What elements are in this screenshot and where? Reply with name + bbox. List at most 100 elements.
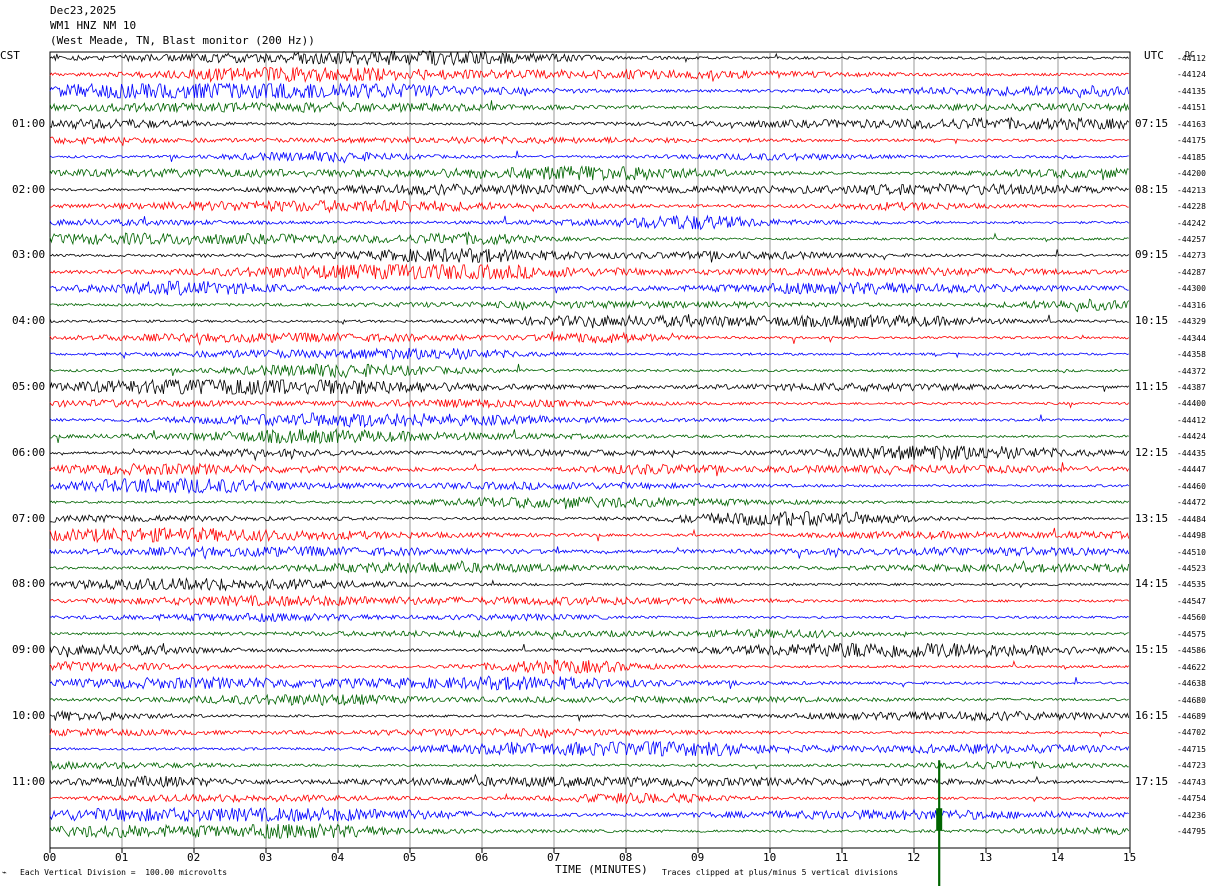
dc-value-label: -44638 [1177,679,1206,689]
dc-value-label: -44575 [1177,629,1206,639]
dc-value-label: -44510 [1177,547,1206,557]
x-tick-label: 07 [547,851,561,864]
left-hour-label: 02:00 [12,182,46,196]
seismic-trace [50,247,1129,263]
x-tick-label: 13 [979,851,993,864]
scale-note: Each Vertical Division = 100.00 microvol… [20,868,228,877]
seismic-trace [49,231,1129,246]
seismic-trace [49,496,1129,510]
left-hour-label: 05:00 [12,380,46,393]
left-hour-label: 04:00 [12,314,46,328]
x-tick-label: 00 [43,851,57,864]
seismic-trace [49,477,1129,495]
dc-label: DC [1185,50,1195,59]
seismic-trace [49,150,1129,164]
plot-station: WM1 HNZ NM 10 [50,19,137,32]
x-tick-label: 14 [1051,851,1065,864]
x-tick-label: 15 [1123,851,1137,864]
right-hour-label: 10:15 [1135,314,1169,328]
dc-value-label: -44273 [1177,251,1206,261]
left-hour-label: 01:00 [12,116,46,130]
dc-value-label: -44287 [1177,267,1206,277]
dc-value-label: -44424 [1177,432,1206,442]
right-hour-label: 07:15 [1135,116,1169,130]
dc-value-label: -44472 [1177,498,1206,508]
dc-value-label: -44680 [1177,695,1206,705]
seismic-trace [49,792,1129,805]
seismic-trace [49,135,1129,147]
seismic-trace [49,511,1129,527]
seismic-trace [49,659,1129,675]
seismic-trace [49,66,1129,84]
right-hour-label: 16:15 [1135,709,1169,722]
dc-value-label: -44200 [1177,169,1206,179]
seismic-trace [49,642,1130,659]
seismic-trace [49,298,1130,313]
dc-value-label: -44523 [1177,563,1206,573]
seismic-trace [49,412,1129,429]
seismic-trace [49,594,1129,607]
x-tick-label: 10 [763,851,777,864]
seismic-trace [49,331,1129,346]
seismic-trace [49,428,1129,445]
seismic-trace [49,445,1130,462]
dc-value-label: -44723 [1177,761,1206,771]
dc-value-label: -44300 [1177,284,1206,294]
left-hour-label: 09:00 [12,643,46,657]
seismic-trace [49,709,1130,723]
dc-value-label: -44702 [1177,728,1206,738]
left-hour-label: 06:00 [12,445,46,459]
seismic-trace [49,773,1129,789]
right-hour-label: 13:15 [1135,511,1169,525]
seismic-trace [49,100,1130,114]
seismic-trace [49,526,1130,544]
dc-value-label: -44622 [1177,662,1206,672]
seismic-trace [49,214,1129,231]
dc-value-label: -44112 [1177,54,1206,63]
seismic-trace [49,347,1129,361]
dc-value-label: -44715 [1177,744,1206,754]
dc-value-label: -44236 [1177,810,1206,820]
x-tick-label: 06 [475,851,489,864]
dc-value-label: -44447 [1177,465,1206,475]
dc-value-label: -44400 [1177,399,1206,409]
plot-frame [49,51,1131,849]
left-hour-label: 03:00 [12,248,46,262]
dc-value-label: -44358 [1177,350,1206,360]
dc-value-label: -44242 [1177,218,1206,228]
right-hour-label: 17:15 [1135,774,1169,788]
dc-value-label: -44257 [1177,234,1206,244]
x-tick-label: 02 [187,851,201,864]
dc-value-label: -44586 [1177,646,1206,656]
dc-value-label: -44387 [1177,383,1206,392]
seismic-trace [49,760,1129,771]
seismic-trace [49,280,1129,296]
seismic-trace [49,675,1129,691]
plot-date: Dec23,2025 [50,4,117,17]
x-tick-label: 01 [115,851,129,864]
dc-value-label: -44460 [1177,481,1206,491]
right-timezone-label: UTC [1144,49,1164,62]
dc-value-label: -44163 [1177,119,1206,129]
x-tick-label: 12 [907,851,921,864]
seismic-trace [49,82,1130,100]
scale-icon: ⌁ [2,868,7,877]
seismic-trace [50,199,1129,214]
dc-value-label: -44175 [1177,136,1206,146]
clip-note: Traces clipped at plus/minus 5 vertical … [662,868,899,877]
x-tick-label: 11 [835,851,849,864]
right-hour-label: 15:15 [1135,643,1169,657]
seismic-trace [49,727,1129,739]
seismic-trace [49,462,1130,477]
dc-value-label: -44547 [1177,596,1206,606]
seismic-trace [49,314,1129,329]
x-tick-label: 09 [691,851,705,864]
seismic-trace [49,398,1130,409]
x-axis-title: TIME (MINUTES) [555,863,648,876]
dc-value-label: -44435 [1177,448,1206,458]
right-hour-label: 14:15 [1135,577,1169,591]
right-hour-label: 12:15 [1135,445,1169,459]
event-burst [936,808,943,831]
left-timezone-label: CST [0,49,20,62]
